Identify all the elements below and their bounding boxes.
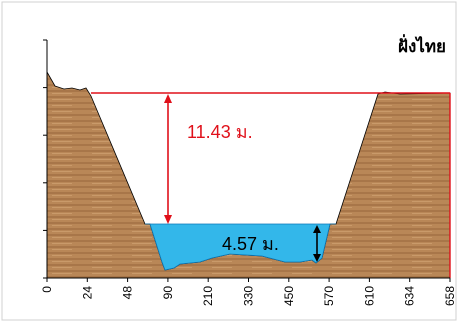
x-tick-label: 90 [161,286,175,300]
x-tick-label: 330 [242,286,256,306]
x-tick-label: 570 [322,286,336,306]
bank-height-dimension [164,94,172,224]
bank-height-arrow-up [164,94,172,103]
water-depth-dimension [313,225,321,262]
x-tick-label: 210 [201,286,215,306]
x-tick-label: 0 [40,286,54,293]
chart-title: ฝั่งไทย [398,34,446,57]
bank-height-arrow-down [164,215,172,224]
water-depth-arrow-up [313,225,321,233]
x-axis-ticks: 0 24 48 90 210 330 450 570 610 634 658 [40,278,457,306]
x-tick-label: 450 [282,286,296,306]
water-depth-label: 4.57 ม. [222,234,279,254]
x-tick-label: 48 [121,286,135,300]
bank-height-label: 11.43 ม. [187,122,253,142]
water-area [145,223,336,271]
x-tick-label: 24 [80,286,94,300]
x-tick-label: 634 [403,286,417,306]
water-depth-arrow-down [313,254,321,262]
y-axis-ticks [43,39,47,279]
x-tick-label: 610 [362,286,376,306]
x-tick-label: 658 [443,286,457,306]
